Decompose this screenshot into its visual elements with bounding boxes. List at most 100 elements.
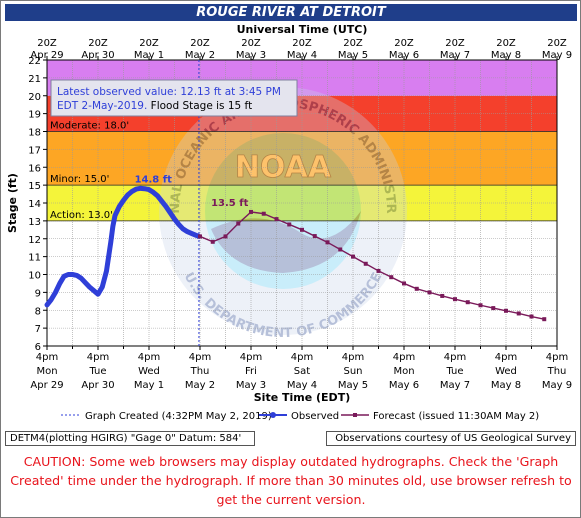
x-tick-label: 4pm <box>342 352 364 363</box>
peak-label: 14.8 ft <box>135 175 173 186</box>
hydrograph-chart: NATIONAL OCEANIC AND ATMOSPHERIC ADMINIS… <box>1 1 572 422</box>
forecast-point <box>312 234 317 239</box>
x-tick-label: Sat <box>294 366 310 377</box>
y-tick-label: 16 <box>28 163 41 174</box>
forecast-point <box>210 239 215 244</box>
forecast-line <box>199 211 545 320</box>
forecast-point <box>325 240 330 245</box>
x-axis-title: Site Time (EDT) <box>254 391 350 404</box>
x-tick-label: Thu <box>547 366 567 377</box>
forecast-point <box>414 286 419 291</box>
x-tick-label: Mon <box>36 366 57 377</box>
forecast-point <box>338 247 343 252</box>
top-tick-label: 20Z <box>394 38 414 49</box>
x-tick-label: May 2 <box>185 380 215 391</box>
y-tick-label: 15 <box>28 181 41 192</box>
x-tick-label: 4pm <box>444 352 466 363</box>
top-tick-label: 20Z <box>241 38 261 49</box>
x-tick-label: 4pm <box>36 352 58 363</box>
top-tick-label: May 2 <box>185 50 215 61</box>
forecast-point <box>300 227 304 232</box>
latest-value-box: Latest observed value: 12.13 ft at 3:45 … <box>50 79 298 117</box>
latest-value-box-bg <box>50 79 298 117</box>
x-tick-label: Sun <box>343 366 362 377</box>
forecast-point <box>376 268 381 273</box>
y-tick-label: 12 <box>28 235 41 246</box>
y-axis-title: Stage (ft) <box>6 173 19 233</box>
x-tick-label: May 4 <box>287 380 317 391</box>
y-tick-label: 10 <box>28 271 41 282</box>
forecast-point <box>516 311 521 316</box>
top-tick-label: 20Z <box>139 38 159 49</box>
top-tick-label: May 3 <box>236 50 266 61</box>
legend-observed-label: Observed <box>291 411 339 422</box>
observed-line <box>44 185 202 308</box>
legend-observed-marker <box>270 412 276 418</box>
x-tick-label: Wed <box>495 366 517 377</box>
caution-message: CAUTION: Some web browsers may display o… <box>10 454 572 507</box>
top-tick-label: May 5 <box>338 50 368 61</box>
latest-value-line2: EDT 2-May-2019. Flood Stage is 15 ft <box>57 100 252 112</box>
forecast-point <box>491 306 496 311</box>
forecast-point <box>249 209 253 214</box>
forecast-point <box>427 290 432 295</box>
forecast-point <box>542 317 547 322</box>
forecast-point <box>261 211 266 216</box>
flood-band-label-minor: Minor: 15.0' <box>50 174 109 185</box>
forecast-point <box>465 300 470 305</box>
x-tick-label: May 6 <box>389 380 419 391</box>
forecast-point <box>351 254 355 259</box>
station-info: DETM4(plotting HGIRG) "Gage 0" Datum: 58… <box>5 431 255 446</box>
x-tick-label: May 9 <box>542 380 572 391</box>
x-tick-label: 4pm <box>291 352 313 363</box>
legend-created-label: Graph Created (4:32PM May 2, 2019) <box>85 411 272 422</box>
top-tick-label: May 7 <box>440 50 470 61</box>
x-tick-label: 4pm <box>189 352 211 363</box>
legend-forecast-label: Forecast (issued 11:30AM May 2) <box>373 411 539 422</box>
top-tick-label: 20Z <box>547 38 567 49</box>
y-tick-label: 9 <box>35 288 41 299</box>
x-tick-label: Wed <box>138 366 160 377</box>
y-tick-label: 21 <box>28 74 41 85</box>
forecast-point <box>453 297 457 302</box>
forecast-point <box>529 314 534 319</box>
flood-band-label-action: Action: 13.0' <box>50 210 113 221</box>
forecast-point <box>223 234 228 239</box>
y-tick-label: 8 <box>35 306 41 317</box>
top-tick-label: Apr 30 <box>81 50 114 61</box>
flood-band-label-moderate: Moderate: 18.0' <box>50 121 129 132</box>
y-tick-label: 13 <box>28 217 41 228</box>
top-tick-label: 20Z <box>496 38 516 49</box>
y-tick-label: 14 <box>28 199 41 210</box>
chart-axes: 6 7 8 9 10 11 12 13 14 15 16 17 18 19 20 21 22 Stage (ft)… <box>6 23 572 404</box>
legend-forecast-marker <box>353 413 357 417</box>
x-tick-label: Apr 30 <box>81 380 114 391</box>
x-tick-label: Mon <box>393 366 414 377</box>
y-tick-label: 6 <box>35 342 41 353</box>
x-tick-label: Apr 29 <box>30 380 63 391</box>
data-credit: Observations courtesy of US Geological S… <box>326 431 576 446</box>
forecast-point <box>440 293 445 298</box>
chart-title: ROUGE RIVER AT DETROIT <box>5 4 577 21</box>
x-tick-label: Tue <box>88 366 106 377</box>
top-tick-label: May 1 <box>134 50 164 61</box>
y-tick-label: 11 <box>28 253 41 264</box>
chart-legend: Graph Created (4:32PM May 2, 2019) Obser… <box>61 411 539 422</box>
forecast-point <box>389 275 394 280</box>
x-tick-label: May 1 <box>134 380 164 391</box>
top-tick-label: 20Z <box>445 38 465 49</box>
flood-band-labels: Action: 13.0' Minor: 15.0' Moderate: 18.0' <box>50 121 129 221</box>
x-tick-label: 4pm <box>546 352 568 363</box>
forecast-point <box>274 217 279 222</box>
forecast-point <box>402 281 406 286</box>
y-tick-label: 17 <box>28 145 41 156</box>
top-tick-label: May 4 <box>287 50 317 61</box>
y-tick-label: 7 <box>35 324 41 335</box>
x-tick-label: May 3 <box>236 380 266 391</box>
x-tick-label: 4pm <box>138 352 160 363</box>
x-tick-label: 4pm <box>240 352 262 363</box>
y-tick-label: 19 <box>28 110 41 121</box>
noaa-logo-inner <box>205 133 361 289</box>
forecast-point <box>363 261 368 266</box>
chart-series <box>44 60 547 346</box>
